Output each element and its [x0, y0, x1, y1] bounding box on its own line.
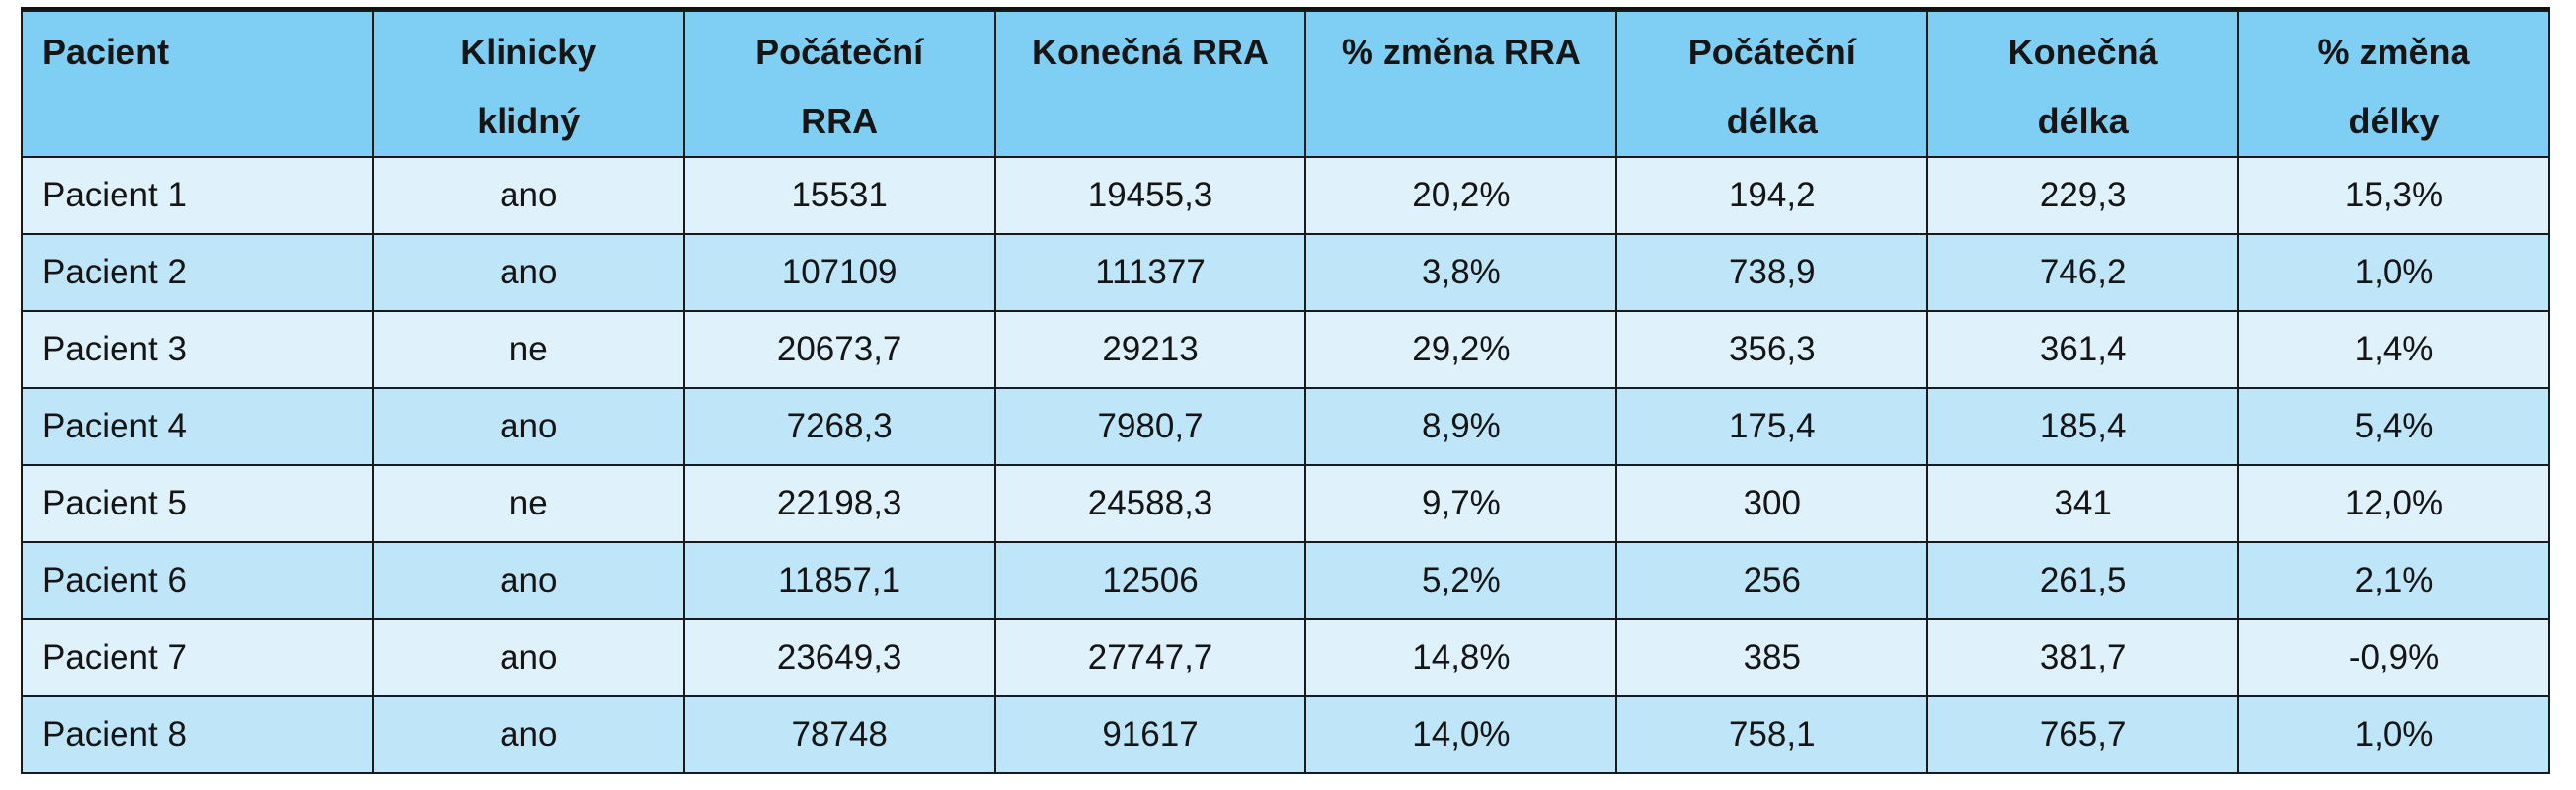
- table-body: Pacient 1 ano 15531 19455,3 20,2% 194,2 …: [21, 156, 2550, 774]
- header-line: Konečná: [2007, 32, 2158, 72]
- header-line: délka: [2037, 101, 2129, 141]
- cell-pocatecni-rra: 107109: [682, 233, 996, 312]
- table-row: Pacient 6 ano 11857,1 12506 5,2% 256 261…: [21, 541, 2550, 620]
- cell-konecna-delka: 185,4: [1926, 387, 2240, 466]
- header-line: Konečná RRA: [1032, 32, 1270, 72]
- cell-zmena-delky: 1,0%: [2237, 695, 2550, 774]
- cell-pocatecni-delka: 738,9: [1615, 233, 1929, 312]
- cell-pocatecni-rra: 11857,1: [682, 541, 996, 620]
- cell-klinicky-klidny: ne: [371, 464, 685, 543]
- cell-klinicky-klidny: ne: [371, 310, 685, 389]
- cell-pocatecni-delka: 385: [1615, 618, 1929, 697]
- cell-pocatecni-delka: 300: [1615, 464, 1929, 543]
- header-line: délky: [2348, 101, 2440, 141]
- cell-klinicky-klidny: ano: [371, 156, 685, 235]
- cell-zmena-rra: 9,7%: [1304, 464, 1618, 543]
- cell-konecna-delka: 361,4: [1926, 310, 2240, 389]
- header-pocatecni-rra: Počáteční RRA: [682, 10, 996, 158]
- cell-konecna-rra: 19455,3: [993, 156, 1307, 235]
- cell-konecna-delka: 381,7: [1926, 618, 2240, 697]
- cell-pocatecni-rra: 23649,3: [682, 618, 996, 697]
- table-header: Pacient Klinicky klidný Počáteční RRA Ko…: [21, 10, 2550, 158]
- cell-klinicky-klidny: ano: [371, 541, 685, 620]
- header-line: Klinicky: [460, 32, 597, 72]
- cell-pacient: Pacient 6: [21, 541, 374, 620]
- header-konecna-delka: Konečná délka: [1926, 10, 2240, 158]
- cell-pocatecni-rra: 7268,3: [682, 387, 996, 466]
- header-pacient: Pacient: [21, 10, 374, 158]
- cell-klinicky-klidny: ano: [371, 387, 685, 466]
- header-zmena-delky: % změna délky: [2237, 10, 2550, 158]
- header-line: % změna: [2317, 32, 2470, 72]
- cell-zmena-rra: 14,0%: [1304, 695, 1618, 774]
- cell-zmena-rra: 14,8%: [1304, 618, 1618, 697]
- cell-pocatecni-delka: 194,2: [1615, 156, 1929, 235]
- cell-klinicky-klidny: ano: [371, 233, 685, 312]
- cell-zmena-delky: 1,0%: [2237, 233, 2550, 312]
- table-row: Pacient 3 ne 20673,7 29213 29,2% 356,3 3…: [21, 310, 2550, 389]
- cell-pacient: Pacient 2: [21, 233, 374, 312]
- header-line: % změna RRA: [1341, 32, 1581, 72]
- header-line: Pacient: [42, 32, 170, 72]
- cell-klinicky-klidny: ano: [371, 618, 685, 697]
- cell-konecna-delka: 229,3: [1926, 156, 2240, 235]
- cell-konecna-rra: 91617: [993, 695, 1307, 774]
- header-line: Počáteční: [755, 32, 924, 72]
- cell-pacient: Pacient 4: [21, 387, 374, 466]
- cell-zmena-delky: 1,4%: [2237, 310, 2550, 389]
- table-row: Pacient 7 ano 23649,3 27747,7 14,8% 385 …: [21, 618, 2550, 697]
- table-row: Pacient 5 ne 22198,3 24588,3 9,7% 300 34…: [21, 464, 2550, 543]
- cell-konecna-rra: 27747,7: [993, 618, 1307, 697]
- table-row: Pacient 4 ano 7268,3 7980,7 8,9% 175,4 1…: [21, 387, 2550, 466]
- cell-zmena-rra: 20,2%: [1304, 156, 1618, 235]
- cell-zmena-delky: 12,0%: [2237, 464, 2550, 543]
- header-line: délka: [1726, 101, 1818, 141]
- cell-konecna-rra: 24588,3: [993, 464, 1307, 543]
- cell-pocatecni-delka: 356,3: [1615, 310, 1929, 389]
- cell-zmena-delky: -0,9%: [2237, 618, 2550, 697]
- header-row: Pacient Klinicky klidný Počáteční RRA Ko…: [21, 10, 2550, 158]
- cell-zmena-rra: 8,9%: [1304, 387, 1618, 466]
- cell-pocatecni-delka: 758,1: [1615, 695, 1929, 774]
- cell-konecna-rra: 29213: [993, 310, 1307, 389]
- cell-pacient: Pacient 8: [21, 695, 374, 774]
- cell-pocatecni-rra: 78748: [682, 695, 996, 774]
- cell-konecna-delka: 765,7: [1926, 695, 2240, 774]
- cell-pocatecni-rra: 22198,3: [682, 464, 996, 543]
- cell-zmena-delky: 5,4%: [2237, 387, 2550, 466]
- header-line: RRA: [801, 101, 879, 141]
- table-row: Pacient 8 ano 78748 91617 14,0% 758,1 76…: [21, 695, 2550, 774]
- cell-pacient: Pacient 1: [21, 156, 374, 235]
- header-line: klidný: [477, 101, 581, 141]
- cell-zmena-delky: 2,1%: [2237, 541, 2550, 620]
- cell-zmena-rra: 5,2%: [1304, 541, 1618, 620]
- cell-pacient: Pacient 5: [21, 464, 374, 543]
- header-pocatecni-delka: Počáteční délka: [1615, 10, 1929, 158]
- cell-pocatecni-rra: 20673,7: [682, 310, 996, 389]
- table-row: Pacient 2 ano 107109 111377 3,8% 738,9 7…: [21, 233, 2550, 312]
- cell-pocatecni-delka: 175,4: [1615, 387, 1929, 466]
- cell-konecna-rra: 12506: [993, 541, 1307, 620]
- cell-klinicky-klidny: ano: [371, 695, 685, 774]
- cell-pacient: Pacient 3: [21, 310, 374, 389]
- cell-pocatecni-rra: 15531: [682, 156, 996, 235]
- cell-pacient: Pacient 7: [21, 618, 374, 697]
- header-konecna-rra: Konečná RRA: [993, 10, 1307, 158]
- cell-konecna-rra: 111377: [993, 233, 1307, 312]
- cell-zmena-rra: 29,2%: [1304, 310, 1618, 389]
- cell-konecna-delka: 341: [1926, 464, 2240, 543]
- cell-konecna-delka: 746,2: [1926, 233, 2240, 312]
- header-klinicky-klidny: Klinicky klidný: [371, 10, 685, 158]
- table-row: Pacient 1 ano 15531 19455,3 20,2% 194,2 …: [21, 156, 2550, 235]
- cell-zmena-rra: 3,8%: [1304, 233, 1618, 312]
- header-line: Počáteční: [1687, 32, 1856, 72]
- cell-zmena-delky: 15,3%: [2237, 156, 2550, 235]
- cell-pocatecni-delka: 256: [1615, 541, 1929, 620]
- header-zmena-rra: % změna RRA: [1304, 10, 1618, 158]
- cell-konecna-delka: 261,5: [1926, 541, 2240, 620]
- patient-table: Pacient Klinicky klidný Počáteční RRA Ko…: [21, 7, 2550, 774]
- cell-konecna-rra: 7980,7: [993, 387, 1307, 466]
- data-table: Pacient Klinicky klidný Počáteční RRA Ko…: [21, 10, 2550, 774]
